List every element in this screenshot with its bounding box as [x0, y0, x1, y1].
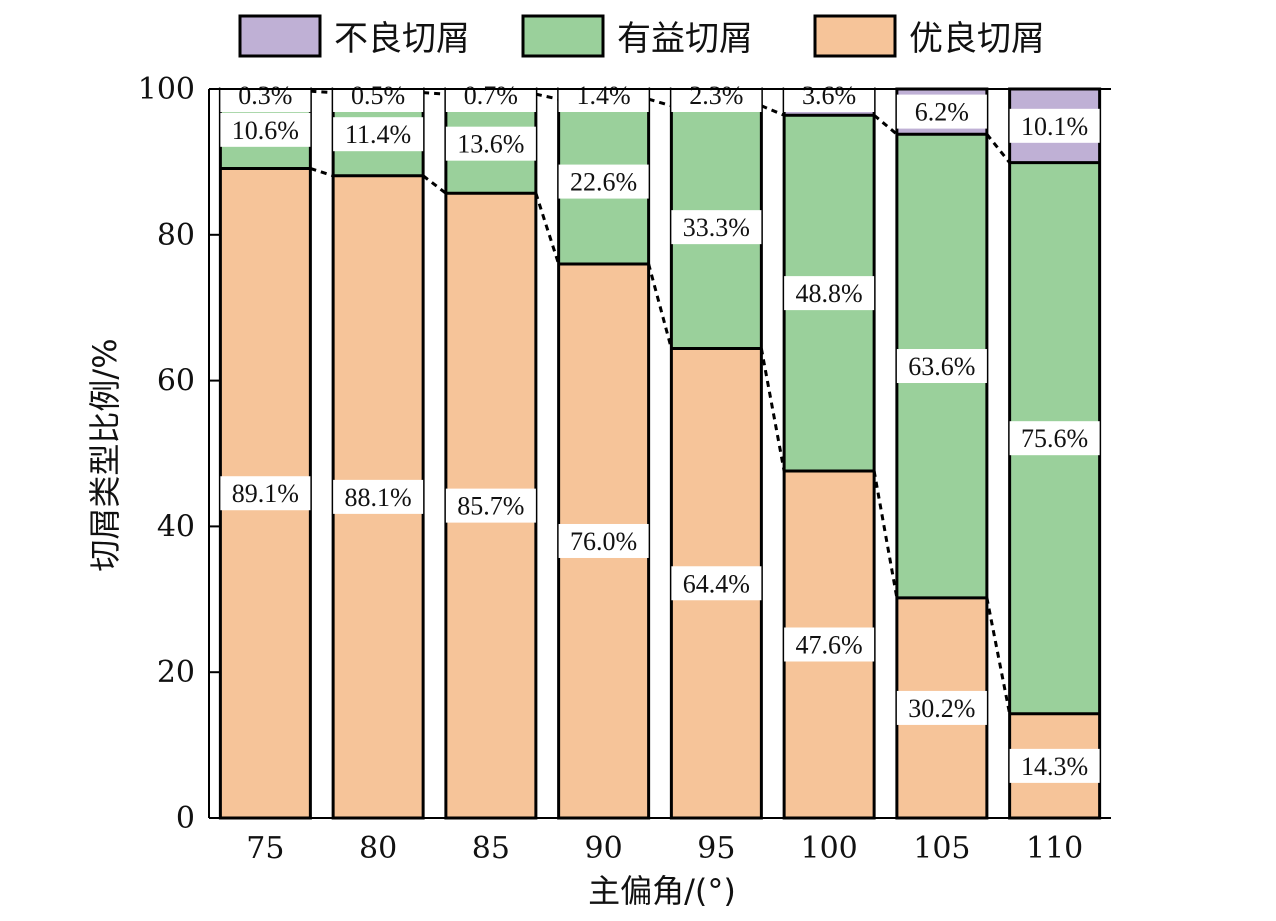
connector-good-100 — [872, 470, 899, 599]
x-tick-label-80: 80 — [359, 831, 397, 866]
data-label-beneficial-100: 48.8% — [796, 279, 863, 308]
data-label-good-80-bg — [333, 479, 424, 514]
data-label-good-85-bg — [445, 488, 536, 523]
x-tick-label-90: 90 — [585, 831, 623, 866]
legend-label-2: 优良切屑 — [909, 19, 1045, 59]
y-tick-label-40: 40 — [157, 509, 195, 544]
data-label-good-110-bg — [1009, 748, 1100, 783]
connector-beneficial-75 — [310, 89, 334, 95]
data-label-bad-100: 3.6% — [802, 81, 856, 110]
data-label-beneficial-100-bg — [784, 276, 875, 311]
data-label-good-95: 64.4% — [683, 569, 750, 598]
data-label-bad-85-bg — [445, 78, 536, 112]
x-tick-label-105: 105 — [913, 831, 970, 866]
y-tick-label-0: 0 — [176, 801, 195, 836]
data-label-beneficial-110-bg — [1009, 421, 1100, 456]
legend: 不良切屑 有益切屑 优良切屑 — [238, 14, 1045, 59]
connector-good-105 — [985, 597, 1012, 715]
connector-good-75 — [309, 167, 334, 178]
data-label-beneficial-105-bg — [896, 349, 987, 384]
data-label-beneficial-80-bg — [333, 117, 424, 152]
y-axis-label: 切屑类型比例/% — [86, 338, 124, 571]
data-label-bad-75: 0.3% — [238, 81, 292, 110]
data-label-bad-80-bg — [333, 78, 424, 112]
axes: 0 20 40 60 80 100 75 80 85 90 95 100 105 110 — [138, 72, 1111, 866]
data-label-bad-90-bg — [558, 78, 649, 112]
x-tick-label-100: 100 — [800, 831, 857, 866]
legend-swatch-1 — [521, 14, 605, 58]
data-label-bad-95: 2.3% — [689, 81, 743, 110]
data-label-good-105-bg — [896, 690, 987, 725]
data-label-beneficial-105: 63.6% — [908, 352, 975, 381]
y-tick-label-80: 80 — [157, 218, 195, 253]
connector-beneficial-80 — [423, 91, 446, 96]
x-tick-label-110: 110 — [1026, 831, 1083, 866]
connector-lines — [309, 89, 1012, 715]
data-label-bad-110: 10.1% — [1021, 112, 1088, 141]
data-label-good-95-bg — [671, 566, 762, 601]
data-label-good-75: 89.1% — [232, 479, 299, 508]
data-label-beneficial-110: 75.6% — [1021, 424, 1088, 453]
data-label-beneficial-95-bg — [671, 210, 762, 245]
legend-swatch-2 — [813, 14, 897, 58]
data-label-beneficial-85: 13.6% — [457, 130, 524, 159]
x-tick-label-85: 85 — [472, 831, 510, 866]
data-label-beneficial-75: 10.6% — [232, 116, 299, 145]
connector-good-95 — [759, 348, 786, 472]
x-tick-label-75: 75 — [246, 831, 284, 866]
x-axis-label: 主偏角/(°) — [588, 872, 736, 910]
connector-beneficial-85 — [535, 92, 559, 101]
data-label-bad-105-bg — [896, 94, 987, 129]
data-label-beneficial-95: 33.3% — [683, 213, 750, 242]
legend-label-0: 不良切屑 — [334, 19, 470, 59]
y-tick-label-20: 20 — [157, 655, 195, 690]
connector-good-85 — [534, 192, 561, 265]
data-label-bad-100-bg — [784, 78, 875, 112]
data-label-good-80: 88.1% — [345, 483, 412, 512]
data-labels: 89.1% 10.6% 0.3% 88.1% 11.4% 0.5% 85.7% 13.6% 0.… — [220, 78, 1100, 783]
data-label-beneficial-90: 22.6% — [570, 168, 637, 197]
data-label-bad-110-bg — [1009, 108, 1100, 143]
data-label-bad-80: 0.5% — [351, 81, 405, 110]
connector-beneficial-100 — [873, 114, 898, 136]
y-tick-label-100: 100 — [138, 72, 195, 107]
data-label-bad-75-bg — [220, 78, 311, 112]
data-label-good-85: 85.7% — [457, 492, 524, 521]
x-tick-label-95: 95 — [697, 831, 735, 866]
data-label-good-90: 76.0% — [570, 527, 637, 556]
data-label-good-100-bg — [784, 627, 875, 662]
legend-label-1: 有益切屑 — [617, 19, 753, 59]
connector-beneficial-95 — [760, 104, 785, 117]
data-label-bad-105: 6.2% — [915, 98, 969, 127]
data-label-beneficial-75-bg — [220, 112, 311, 147]
data-label-good-105: 30.2% — [908, 694, 975, 723]
connector-good-90 — [647, 263, 673, 349]
data-label-good-100: 47.6% — [796, 630, 863, 659]
data-label-good-75-bg — [220, 476, 311, 511]
connector-beneficial-105 — [985, 133, 1011, 164]
data-label-bad-90: 1.4% — [577, 81, 631, 110]
y-tick-label-60: 60 — [157, 364, 195, 399]
connector-beneficial-90 — [648, 97, 672, 108]
connector-good-80 — [422, 174, 447, 195]
data-label-good-90-bg — [558, 523, 649, 558]
data-label-beneficial-85-bg — [445, 126, 536, 161]
legend-swatch-0 — [238, 14, 322, 58]
data-label-beneficial-90-bg — [558, 164, 649, 199]
data-label-good-110: 14.3% — [1021, 752, 1088, 781]
data-label-bad-95-bg — [671, 78, 762, 112]
data-label-bad-85: 0.7% — [464, 81, 518, 110]
data-label-beneficial-80: 11.4% — [345, 120, 411, 149]
